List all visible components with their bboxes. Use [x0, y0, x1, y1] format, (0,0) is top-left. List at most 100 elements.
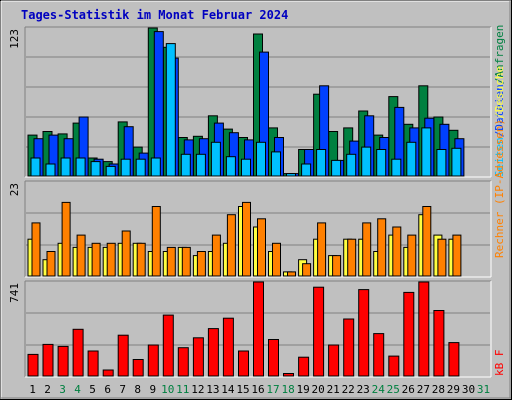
day-label-14: 14: [221, 383, 235, 396]
bar-rechner-ip-adressen-day-8: [136, 242, 146, 277]
bar-kb-f-day-2: [42, 343, 54, 377]
day-label-4: 4: [74, 383, 81, 396]
day-label-25: 25: [387, 383, 400, 396]
bar-kb-f-day-3: [57, 345, 69, 377]
bar-seiten-day-4: [75, 157, 86, 177]
day-label-11: 11: [176, 383, 189, 396]
bar-rechner-ip-adressen-day-24: [377, 218, 387, 277]
bar-kb-f-day-7: [117, 334, 129, 377]
bar-seiten-day-28: [436, 149, 447, 177]
series-seiten: [30, 43, 462, 177]
legend-separator: /: [493, 112, 506, 119]
bar-rechner-ip-adressen-day-29: [452, 234, 462, 277]
bar-seiten-day-7: [120, 158, 131, 177]
bar-seiten-day-19: [301, 163, 312, 177]
bar-rechner-ip-adressen-day-22: [347, 238, 357, 277]
bar-rechner-ip-adressen-day-6: [106, 242, 116, 277]
day-label-17: 17: [266, 383, 279, 396]
bar-kb-f-day-24: [373, 333, 385, 377]
bar-kb-f-day-23: [358, 289, 370, 377]
day-label-8: 8: [134, 383, 141, 396]
bar-kb-f-day-4: [72, 328, 84, 377]
bar-rechner-ip-adressen-day-3: [61, 201, 71, 277]
bar-rechner-ip-adressen-day-12: [196, 251, 206, 277]
day-label-6: 6: [104, 383, 111, 396]
bar-seiten-day-20: [316, 149, 327, 177]
panel-visits: 23: [8, 180, 492, 278]
day-label-22: 22: [342, 383, 355, 396]
bar-seiten-day-25: [391, 158, 402, 177]
legend-besuche: Besuche: [493, 66, 506, 112]
day-label-26: 26: [402, 383, 415, 396]
legend-requests: Seiten/Dateien/Anfragen: [493, 25, 506, 177]
bar-kb-f-day-25: [388, 355, 400, 377]
legend-seiten: Seiten: [493, 137, 506, 177]
bar-kb-f-day-14: [222, 317, 234, 377]
bar-kb-f-day-19: [298, 356, 310, 377]
day-label-27: 27: [417, 383, 430, 396]
day-label-24: 24: [372, 383, 386, 396]
bar-kb-f-day-6: [102, 369, 114, 377]
day-label-23: 23: [357, 383, 370, 396]
legend-rechner-ip-adressen: Rechner (IP-Adressen): [493, 119, 506, 258]
day-label-31: 31: [477, 383, 490, 396]
day-label-18: 18: [281, 383, 294, 396]
bar-rechner-ip-adressen-day-26: [407, 234, 417, 277]
bar-rechner-ip-adressen-day-18: [287, 271, 296, 277]
legend-anfragen: Anfragen: [493, 25, 506, 78]
bar-seiten-day-22: [346, 153, 357, 177]
bar-rechner-ip-adressen-day-7: [121, 230, 131, 277]
bar-seiten-day-21: [331, 159, 342, 177]
bar-kb-f-day-20: [313, 286, 325, 377]
bar-kb-f-day-27: [418, 281, 430, 377]
day-label-29: 29: [447, 383, 460, 396]
day-label-20: 20: [311, 383, 324, 396]
bar-rechner-ip-adressen-day-11: [181, 246, 191, 277]
bar-kb-f-day-18: [283, 373, 294, 377]
bar-rechner-ip-adressen-day-21: [332, 255, 342, 277]
y-max-label: 123: [8, 29, 21, 49]
bar-seiten-day-1: [30, 157, 41, 177]
bar-kb-f-day-28: [433, 310, 445, 377]
day-label-2: 2: [44, 383, 51, 396]
bar-seiten-day-18: [286, 173, 296, 177]
bar-rechner-ip-adressen-day-19: [302, 263, 312, 277]
bar-rechner-ip-adressen-day-13: [211, 234, 221, 277]
bar-seiten-day-6: [105, 165, 116, 177]
legend-kb-f: kB F: [493, 350, 506, 377]
bar-seiten-day-13: [210, 141, 221, 177]
bar-rechner-ip-adressen-day-15: [242, 201, 251, 277]
bar-seiten-day-2: [45, 163, 56, 177]
panel-requests: 123: [8, 26, 492, 178]
day-label-28: 28: [432, 383, 445, 396]
bar-kb-f-day-26: [403, 291, 415, 377]
day-label-13: 13: [206, 383, 219, 396]
day-axis-labels: 1 2 3 4 5 6 7 8 9 10 11 12 13 14 15 16 17 18 19 20 21 22 23 24 2…: [29, 383, 490, 396]
y-max-label: 741: [8, 283, 21, 303]
day-label-19: 19: [296, 383, 309, 396]
chart-title: Tages-Statistik im Monat Februar 2024: [21, 8, 288, 22]
day-label-21: 21: [327, 383, 340, 396]
bar-seiten-day-23: [361, 146, 372, 177]
y-max-label: 23: [8, 183, 21, 196]
bar-rechner-ip-adressen-day-1: [31, 222, 41, 277]
day-label-1: 1: [29, 383, 36, 396]
bar-rechner-ip-adressen-day-20: [317, 222, 327, 277]
bar-seiten-day-24: [376, 149, 387, 177]
bar-kb-f-day-29: [448, 342, 460, 377]
day-label-15: 15: [236, 383, 249, 396]
bar-kb-f-day-17: [268, 339, 279, 377]
bar-rechner-ip-adressen-day-10: [166, 246, 176, 277]
bar-rechner-ip-adressen-day-28: [437, 238, 447, 277]
day-label-9: 9: [149, 383, 156, 396]
bar-seiten-day-14: [225, 156, 236, 177]
day-label-3: 3: [59, 383, 66, 396]
series-rechner-ip-adressen: [31, 201, 462, 277]
bar-kb-f-day-10: [162, 314, 174, 377]
bar-seiten-day-29: [451, 147, 462, 177]
bar-rechner-ip-adressen-day-14: [226, 214, 236, 277]
bar-kb-f-day-13: [207, 328, 219, 377]
bar-kb-f-day-1: [27, 353, 39, 377]
panel-kbytes: 741: [8, 280, 492, 378]
